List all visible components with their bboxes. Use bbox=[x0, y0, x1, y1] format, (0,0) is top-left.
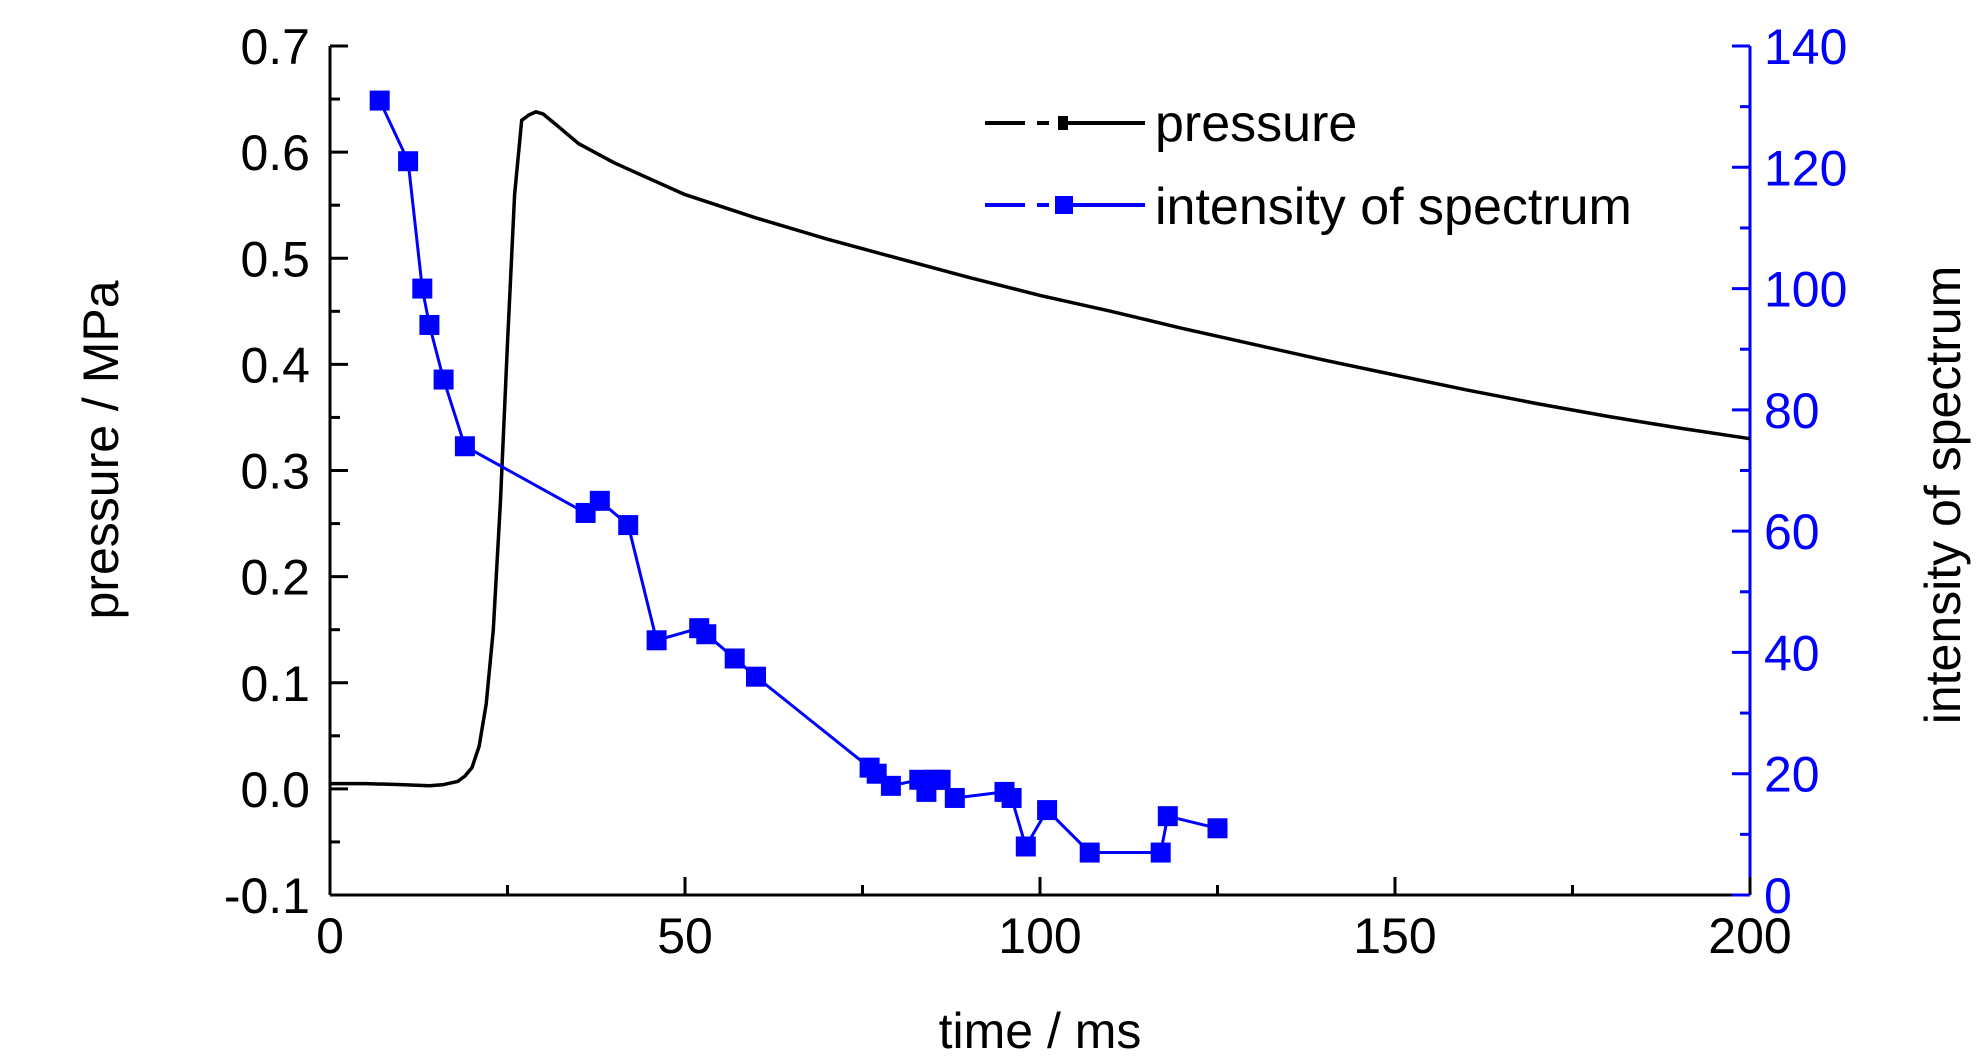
y-left-ticks: -0.1 0.0 0.1 0.2 0.3 0.4 0.5 0.6 0.7 bbox=[224, 19, 348, 924]
intensity-point bbox=[696, 624, 717, 645]
intensity-point bbox=[880, 775, 901, 796]
plot-frame bbox=[328, 46, 1752, 897]
legend: pressure intensity of spectrum bbox=[985, 95, 1632, 236]
x-tick-label: 150 bbox=[1353, 908, 1436, 964]
y-right-axis-title: intensity of spectrum bbox=[1915, 266, 1971, 725]
intensity-point bbox=[1037, 800, 1058, 821]
x-axis-title: time / ms bbox=[939, 1003, 1142, 1059]
x-tick-label: 100 bbox=[998, 908, 1081, 964]
y-left-tick-label: 0.6 bbox=[240, 125, 310, 181]
legend-entry-intensity: intensity of spectrum bbox=[985, 178, 1632, 236]
y-left-tick-label: -0.1 bbox=[224, 868, 310, 924]
x-tick-label: 200 bbox=[1708, 908, 1791, 964]
series-line-pressure bbox=[330, 110, 1751, 788]
intensity-point bbox=[944, 787, 965, 808]
intensity-point bbox=[618, 515, 639, 536]
y-right-tick-label: 120 bbox=[1764, 140, 1847, 196]
intensity-point bbox=[1015, 836, 1036, 857]
y-right-tick-label: 0 bbox=[1764, 868, 1792, 924]
x-tick-label: 0 bbox=[316, 908, 344, 964]
legend-pressure-label: pressure bbox=[1155, 95, 1357, 153]
intensity-point bbox=[646, 630, 667, 651]
y-right-tick-label: 100 bbox=[1764, 262, 1847, 318]
intensity-point bbox=[589, 490, 610, 511]
y-right-tick-label: 60 bbox=[1764, 504, 1820, 560]
y-right-tick-label: 20 bbox=[1764, 747, 1820, 803]
intensity-point bbox=[398, 151, 419, 172]
series-layer bbox=[330, 90, 1751, 863]
intensity-point bbox=[1001, 787, 1022, 808]
x-ticks: 0 50 100 150 200 bbox=[316, 877, 1792, 964]
intensity-point bbox=[1079, 842, 1100, 863]
intensity-point bbox=[1207, 818, 1228, 839]
intensity-point bbox=[930, 769, 951, 790]
y-left-tick-label: 0.5 bbox=[240, 231, 310, 287]
intensity-point bbox=[412, 278, 433, 299]
intensity-point bbox=[433, 369, 454, 390]
intensity-point bbox=[724, 648, 745, 669]
intensity-point bbox=[746, 666, 766, 687]
legend-intensity-label: intensity of spectrum bbox=[1155, 178, 1632, 236]
y-right-tick-label: 40 bbox=[1764, 625, 1820, 681]
x-tick-label: 50 bbox=[657, 908, 713, 964]
y-right-tick-label: 80 bbox=[1764, 383, 1820, 439]
y-left-tick-label: 0.0 bbox=[240, 762, 310, 818]
intensity-point bbox=[1157, 806, 1178, 827]
y-left-axis-title: pressure / MPa bbox=[73, 280, 129, 619]
y-right-ticks: 0 20 40 60 80 100 120 140 bbox=[1732, 19, 1847, 924]
y-left-tick-label: 0.1 bbox=[240, 656, 310, 712]
y-left-tick-label: 0.4 bbox=[240, 337, 310, 393]
intensity-point bbox=[419, 314, 440, 335]
legend-intensity-marker bbox=[1055, 196, 1073, 214]
y-left-tick-label: 0.2 bbox=[240, 550, 310, 606]
y-left-tick-label: 0.7 bbox=[240, 19, 310, 75]
legend-pressure-marker bbox=[1058, 116, 1068, 130]
intensity-point bbox=[454, 436, 475, 457]
intensity-point bbox=[369, 90, 390, 111]
intensity-point bbox=[1150, 842, 1171, 863]
legend-entry-pressure: pressure bbox=[985, 95, 1357, 153]
y-right-tick-label: 140 bbox=[1764, 19, 1847, 75]
y-left-tick-label: 0.3 bbox=[240, 444, 310, 500]
series-line-intensity bbox=[378, 99, 1218, 854]
